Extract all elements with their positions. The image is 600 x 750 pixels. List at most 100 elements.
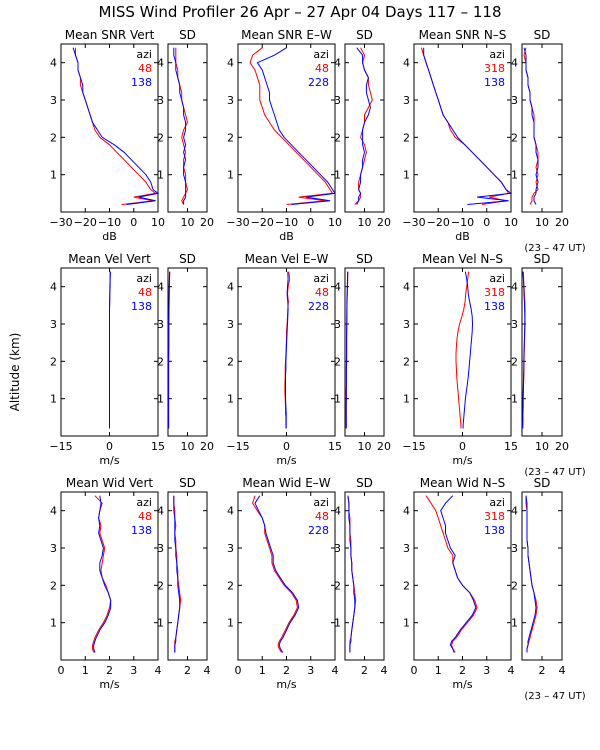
y-tick-label: 4 [227,281,234,294]
y-tick-label: 4 [511,57,518,70]
series-line-138 [462,271,474,429]
x-tick-label: −30 [402,216,425,229]
x-tick-label: 4 [155,664,162,677]
panel-title: Mean Vel Vert [68,252,151,266]
y-tick-label: 2 [511,579,518,592]
y-tick-label: 2 [157,579,164,592]
y-tick-label: 3 [403,318,410,331]
x-tick-label: 0 [411,664,418,677]
x-tick-label: 10 [181,440,195,453]
y-tick-label: 2 [511,131,518,144]
y-tick-label: 4 [511,281,518,294]
y-tick-label: 3 [511,94,518,107]
y-tick-label: 3 [157,542,164,555]
sd-panel-title: SD [179,252,196,266]
y-tick-label: 1 [227,617,234,630]
series-line-138 [525,495,537,653]
y-tick-label: 4 [50,505,57,518]
y-tick-label: 2 [334,131,341,144]
y-tick-label: 2 [403,355,410,368]
x-tick-label: 15 [328,440,342,453]
x-tick-label: 4 [559,664,566,677]
series-line-138 [72,47,160,205]
x-tick-label: 1 [82,664,89,677]
y-tick-label: 4 [403,281,410,294]
x-axis-unit: m/s [99,678,119,691]
panel-title: Mean Wid N–S [420,476,505,490]
series-line-48 [92,495,112,653]
series-line-138 [345,271,349,429]
series-line-138 [254,495,300,653]
y-axis-label: Altitude (km) [8,333,22,412]
legend-entry-azi-a: 48 [315,510,329,523]
legend-entry-azi-a: 48 [138,62,152,75]
legend-entry-azi-b: 138 [131,76,152,89]
x-tick-label: 0 [106,440,113,453]
legend-entry-azi-b: 228 [308,76,329,89]
time-range-note: (23 – 47 UT) [524,243,585,254]
y-tick-label: 3 [334,318,341,331]
x-axis-unit: dB [279,230,294,243]
x-tick-label: 0 [307,216,314,229]
legend-entry-azi-b: 228 [308,524,329,537]
x-tick-label: 0 [130,216,137,229]
legend-entry-azi-a: 48 [138,286,152,299]
sd-panel-title: SD [534,252,551,266]
legend-entry-azi-b: 138 [484,300,505,313]
legend-header: azi [136,496,152,509]
y-tick-label: 4 [334,57,341,70]
y-tick-label: 4 [50,57,57,70]
y-tick-label: 1 [50,393,57,406]
x-tick-label: 0 [459,440,466,453]
x-tick-label: 10 [181,216,195,229]
series-line-138 [173,495,181,653]
series-line-138 [347,495,356,653]
y-tick-label: 3 [511,542,518,555]
legend-header: azi [313,272,329,285]
x-tick-label: 20 [377,216,391,229]
x-tick-label: 3 [130,664,137,677]
y-tick-label: 1 [511,169,518,182]
x-tick-label: 0 [483,216,490,229]
y-tick-label: 4 [157,281,164,294]
x-tick-label: 1 [259,664,266,677]
x-tick-label: 2 [106,664,113,677]
y-tick-label: 3 [403,94,410,107]
legend-entry-azi-b: 138 [131,524,152,537]
y-tick-label: 2 [227,131,234,144]
y-tick-label: 4 [50,281,57,294]
sd-panel-title: SD [356,252,373,266]
y-tick-label: 2 [227,579,234,592]
x-tick-label: −20 [427,216,450,229]
panel-title: Mean SNR N–S [419,28,507,42]
x-tick-label: 20 [377,440,391,453]
x-tick-label: 2 [283,664,290,677]
x-tick-label: 4 [332,664,339,677]
x-tick-label: 3 [483,664,490,677]
legend-header: azi [489,272,505,285]
series-line-138 [285,271,289,429]
legend-header: azi [489,48,505,61]
legend-header: azi [313,496,329,509]
y-tick-label: 2 [334,579,341,592]
x-tick-label: −15 [402,440,425,453]
x-tick-label: 20 [555,216,569,229]
y-tick-label: 2 [50,131,57,144]
x-tick-label: 20 [200,440,214,453]
x-axis-unit: m/s [452,454,472,467]
legend-header: azi [136,272,152,285]
x-tick-label: 2 [361,664,368,677]
x-tick-label: −15 [49,440,72,453]
y-tick-label: 2 [403,131,410,144]
y-tick-label: 2 [50,579,57,592]
x-tick-label: 0 [283,440,290,453]
series-line-48 [249,47,334,205]
series-line-138 [522,271,526,429]
x-tick-label: 10 [358,216,372,229]
legend-header: azi [136,48,152,61]
y-tick-label: 3 [334,542,341,555]
y-tick-label: 4 [511,505,518,518]
x-tick-label: 15 [504,440,518,453]
x-tick-label: 15 [151,440,165,453]
series-line-48 [252,495,298,653]
